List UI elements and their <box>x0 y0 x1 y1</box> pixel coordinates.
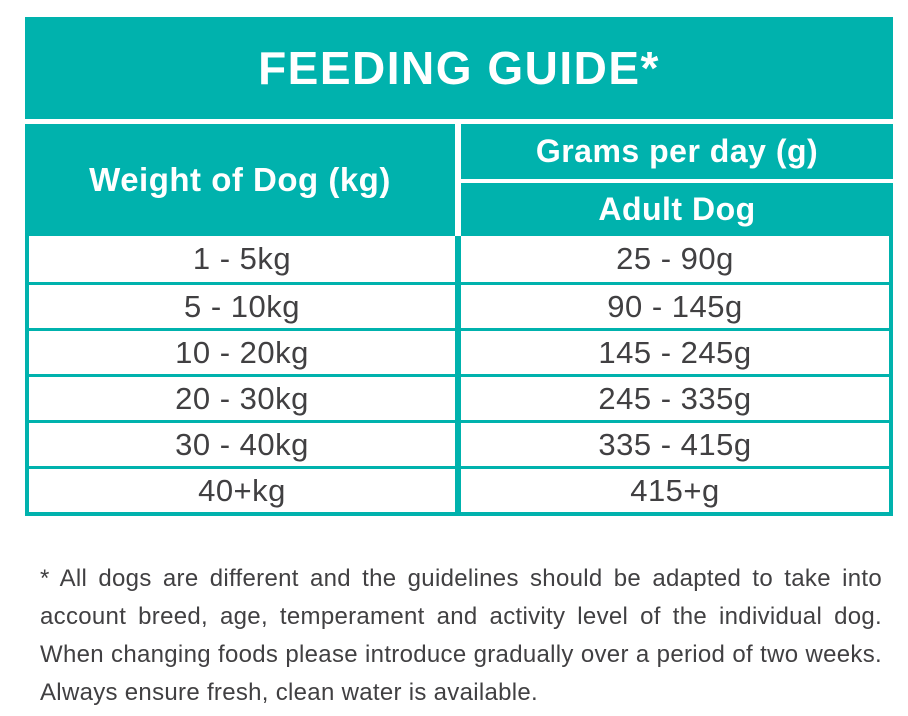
row-column-divider <box>455 236 461 282</box>
column-header-weight-label: Weight of Dog (kg) <box>89 161 391 198</box>
weight-cell: 1 - 5kg <box>192 241 292 276</box>
grams-cell: 415+g <box>630 472 720 508</box>
table-body: 1 - 5kg 25 - 90g 5 - 10kg 90 - 145g 10 -… <box>25 236 893 516</box>
table-title: FEEDING GUIDE* <box>258 42 660 94</box>
row-column-divider <box>455 423 461 466</box>
row-column-divider <box>455 285 461 328</box>
grams-cell: 145 - 245g <box>598 334 752 370</box>
table-row: 20 - 30kg 245 - 335g <box>29 374 889 420</box>
row-column-divider <box>455 331 461 374</box>
column-header-grams-group: Grams per day (g) Adult Dog <box>461 124 893 236</box>
column-header-grams-label: Grams per day (g) <box>535 133 819 169</box>
row-column-divider <box>455 377 461 420</box>
table-row: 1 - 5kg 25 - 90g <box>29 236 889 282</box>
weight-cell: 30 - 40kg <box>175 426 309 462</box>
table-header-row: Weight of Dog (kg) Grams per day (g) Adu… <box>25 124 893 236</box>
grams-cell: 245 - 335g <box>598 380 752 416</box>
footnote-text: * All dogs are different and the guideli… <box>40 565 882 706</box>
weight-cell: 20 - 30kg <box>175 380 309 416</box>
grams-cell: 335 - 415g <box>598 426 752 462</box>
column-header-grams: Grams per day (g) <box>461 124 893 179</box>
weight-cell: 10 - 20kg <box>175 334 309 370</box>
table-row: 5 - 10kg 90 - 145g <box>29 282 889 328</box>
weight-cell: 40+kg <box>198 472 286 508</box>
column-subheader-adult-dog-label: Adult Dog <box>598 191 756 227</box>
grams-subheader-divider <box>461 179 893 183</box>
feeding-guide-table: FEEDING GUIDE* Weight of Dog (kg) Grams … <box>25 17 893 516</box>
table-row: 40+kg 415+g <box>29 466 889 512</box>
column-header-weight: Weight of Dog (kg) <box>25 124 455 236</box>
table-row: 10 - 20kg 145 - 245g <box>29 328 889 374</box>
table-row: 30 - 40kg 335 - 415g <box>29 420 889 466</box>
row-column-divider <box>455 469 461 512</box>
column-subheader-adult-dog: Adult Dog <box>461 183 893 236</box>
grams-cell: 25 - 90g <box>616 241 734 276</box>
table-title-band: FEEDING GUIDE* <box>25 17 893 119</box>
weight-cell: 5 - 10kg <box>183 288 300 324</box>
grams-cell: 90 - 145g <box>607 288 743 324</box>
header-column-divider <box>455 124 461 236</box>
title-header-divider <box>25 119 893 124</box>
